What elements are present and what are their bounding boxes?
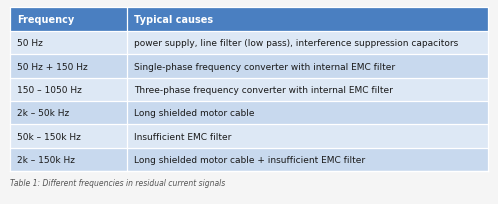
Bar [10, 8, 488, 32]
Bar [10, 148, 488, 171]
Text: Single-phase frequency converter with internal EMC filter: Single-phase frequency converter with in… [134, 62, 395, 71]
Text: Long shielded motor cable + insufficient EMC filter: Long shielded motor cable + insufficient… [134, 155, 366, 164]
Bar [10, 32, 488, 55]
Text: 50 Hz: 50 Hz [17, 39, 43, 48]
Text: Typical causes: Typical causes [134, 15, 214, 25]
Text: 50 Hz + 150 Hz: 50 Hz + 150 Hz [17, 62, 88, 71]
Text: 50k – 150k Hz: 50k – 150k Hz [17, 132, 81, 141]
Bar [10, 102, 488, 125]
Text: 2k – 50k Hz: 2k – 50k Hz [17, 109, 69, 118]
Text: Frequency: Frequency [17, 15, 74, 25]
Text: power supply, line filter (low pass), interference suppression capacitors: power supply, line filter (low pass), in… [134, 39, 459, 48]
Text: Long shielded motor cable: Long shielded motor cable [134, 109, 255, 118]
Text: 150 – 1050 Hz: 150 – 1050 Hz [17, 85, 82, 94]
Bar [10, 125, 488, 148]
Text: 2k – 150k Hz: 2k – 150k Hz [17, 155, 75, 164]
Text: Table 1: Different frequencies in residual current signals: Table 1: Different frequencies in residu… [10, 178, 225, 187]
Bar [10, 78, 488, 102]
Bar [10, 55, 488, 78]
Text: Three-phase frequency converter with internal EMC filter: Three-phase frequency converter with int… [134, 85, 393, 94]
Text: Insufficient EMC filter: Insufficient EMC filter [134, 132, 232, 141]
